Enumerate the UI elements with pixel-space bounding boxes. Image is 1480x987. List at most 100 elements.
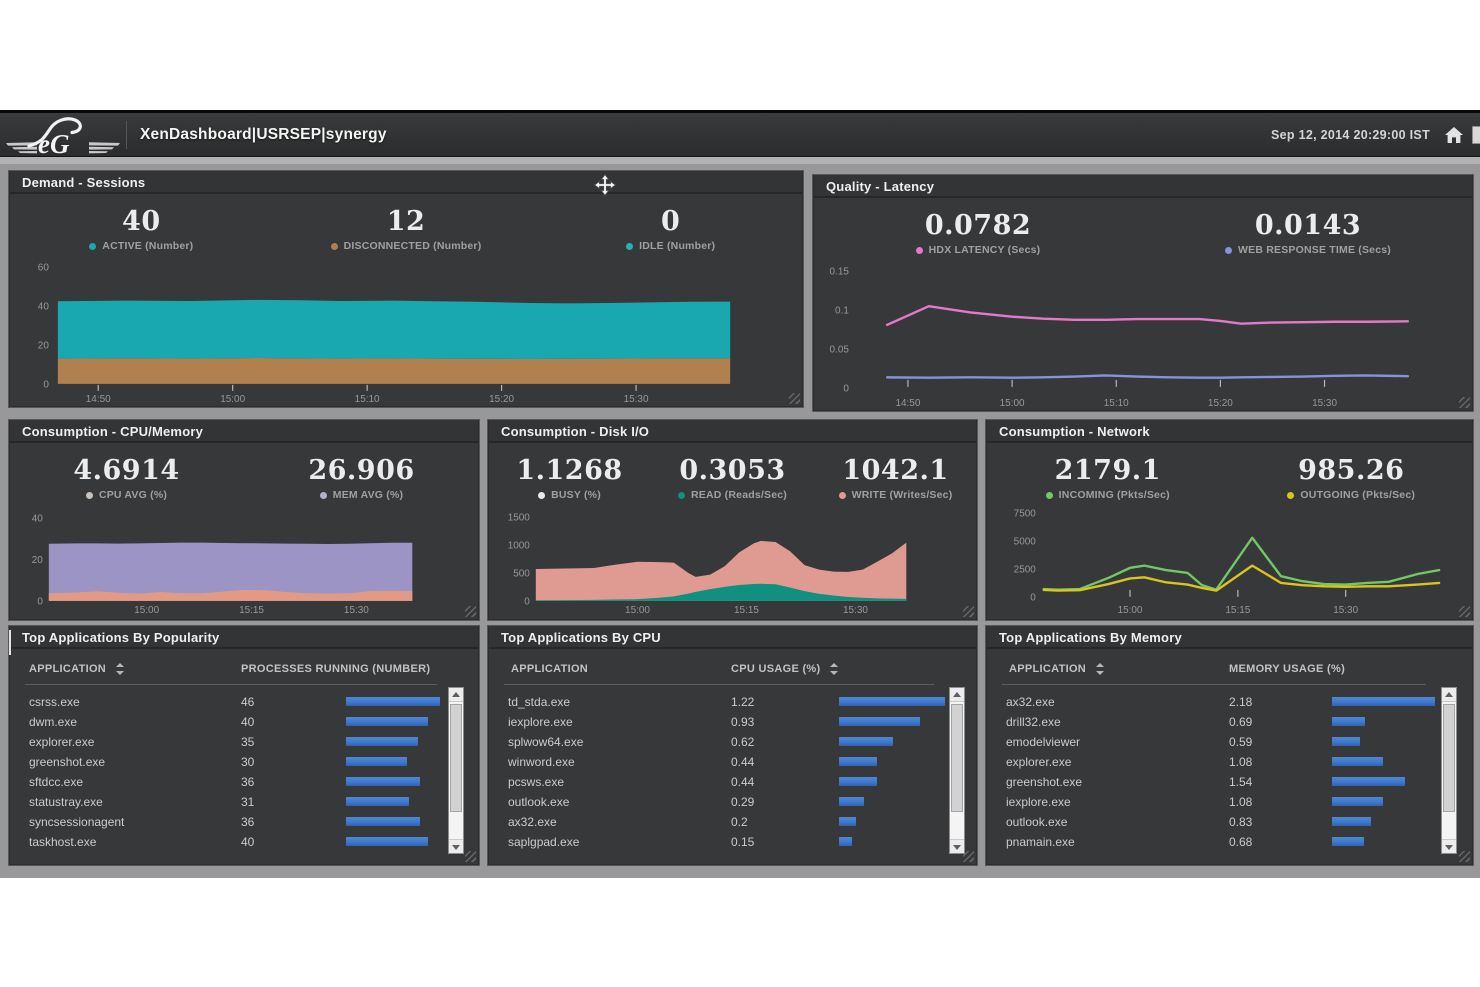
panel-topcpu-header[interactable]: Top Applications By CPU: [489, 626, 976, 649]
column-header-application[interactable]: APPLICATION: [511, 656, 588, 682]
stat-cpu-avg-label: CPU AVG (%): [98, 489, 168, 501]
panel-network-header[interactable]: Consumption - Network: [987, 420, 1472, 443]
topmem-table-head: APPLICATION MEMORY USAGE (%): [986, 656, 1473, 682]
panel-demand-title: Demand - Sessions: [22, 175, 146, 190]
column-header-application-label: APPLICATION: [1009, 663, 1087, 675]
cpu-memory-chart[interactable]: 0 20 40 15:00 15:15 15:30: [9, 504, 479, 622]
resize-grip[interactable]: [963, 851, 974, 862]
panel-disk-header[interactable]: Consumption - Disk I/O: [489, 420, 976, 443]
stat-mem-avg-legend: MEM AVG (%): [319, 489, 404, 501]
panel-quality-header[interactable]: Quality - Latency: [814, 175, 1472, 198]
resize-grip[interactable]: [1459, 606, 1470, 617]
resize-grip[interactable]: [1459, 851, 1470, 862]
svg-text:2500: 2500: [1014, 564, 1037, 575]
stat-active: 40 ACTIVE (Number): [9, 207, 274, 252]
panel-topmem-header[interactable]: Top Applications By Memory: [987, 626, 1472, 649]
resize-grip[interactable]: [465, 851, 476, 862]
svg-text:0: 0: [524, 596, 530, 607]
network-chart[interactable]: 0 2500 5000 7500 15:00 15:15 15:30: [986, 504, 1473, 622]
stat-mem-avg: 26.906 MEM AVG (%): [244, 456, 479, 502]
application-name: drill32.exe: [1006, 715, 1061, 729]
application-value: 1.08: [1229, 755, 1253, 769]
svg-text:15:00: 15:00: [1118, 605, 1143, 616]
svg-text:5000: 5000: [1014, 537, 1037, 548]
panel-demand-header[interactable]: Demand - Sessions: [10, 171, 802, 194]
svg-text:15:20: 15:20: [1208, 398, 1233, 409]
scrollbar-thumb[interactable]: [951, 704, 963, 812]
value-bar: [1332, 757, 1384, 766]
legend-dot-cpu-avg: [85, 491, 93, 499]
scroll-up-icon[interactable]: [950, 688, 964, 702]
svg-text:7500: 7500: [1014, 509, 1037, 520]
application-value: 40: [241, 835, 255, 849]
column-header-memory-usage[interactable]: MEMORY USAGE (%): [1229, 656, 1345, 682]
panel-top-apps-memory: Top Applications By Memory APPLICATION M…: [985, 625, 1474, 866]
value-bar: [1332, 777, 1405, 786]
panel-quality-latency: Quality - Latency 0.0782 HDX LATENCY (Se…: [812, 174, 1474, 412]
resize-grip[interactable]: [465, 606, 476, 617]
application-value: 0.93: [731, 715, 755, 729]
stat-active-label: ACTIVE (Number): [102, 240, 194, 252]
svg-text:15:30: 15:30: [1333, 605, 1358, 616]
scroll-up-icon[interactable]: [449, 688, 463, 702]
resize-grip[interactable]: [963, 606, 974, 617]
value-bar: [839, 757, 878, 766]
legend-dot-outgoing: [1287, 491, 1295, 499]
column-header-application[interactable]: APPLICATION: [29, 656, 125, 682]
table-header-separator: [504, 684, 934, 685]
stat-hdx-legend: HDX LATENCY (Secs): [915, 244, 1041, 256]
scroll-up-icon[interactable]: [1442, 688, 1456, 702]
column-header-application[interactable]: APPLICATION: [1009, 656, 1105, 682]
panel-cpumem-header[interactable]: Consumption - CPU/Memory: [10, 420, 478, 443]
scroll-down-icon[interactable]: [1442, 839, 1456, 853]
demand-sessions-chart[interactable]: 0 20 40 60 14:50 15:00 15:10 15:20 15:30: [9, 259, 803, 409]
value-bar: [1332, 717, 1365, 726]
resize-grip[interactable]: [1459, 397, 1470, 408]
legend-dot-incoming: [1045, 491, 1053, 499]
application-value: 30: [241, 755, 255, 769]
disk-io-chart[interactable]: 0 500 1000 1500 15:00 15:15 15:30: [488, 504, 977, 622]
scrollbar-thumb[interactable]: [1443, 704, 1455, 812]
header-top-border: [0, 110, 1480, 113]
resize-grip[interactable]: [789, 393, 800, 404]
application-value: 40: [241, 715, 255, 729]
stat-mem-avg-label: MEM AVG (%): [332, 489, 404, 501]
svg-text:15:00: 15:00: [1000, 398, 1025, 409]
application-name: ax32.exe: [508, 815, 557, 829]
topcpu-scrollbar[interactable]: [949, 687, 965, 854]
stat-incoming: 2179.1 INCOMING (Pkts/Sec): [986, 456, 1230, 501]
stat-active-value: 40: [122, 206, 161, 237]
column-header-processes-label: PROCESSES RUNNING (NUMBER): [241, 663, 431, 675]
application-name: explorer.exe: [1006, 755, 1072, 769]
application-name: statustray.exe: [29, 795, 103, 809]
column-header-processes-running[interactable]: PROCESSES RUNNING (NUMBER): [241, 656, 430, 682]
topmem-scrollbar[interactable]: [1441, 687, 1457, 854]
quality-latency-chart[interactable]: 0 0.05 0.1 0.15 14:50 15:00 15:10 15:20 15:30: [813, 263, 1473, 413]
svg-text:0: 0: [1030, 592, 1036, 603]
sort-icon[interactable]: [115, 663, 125, 675]
home-icon[interactable]: [1444, 125, 1464, 145]
sort-icon[interactable]: [1095, 663, 1105, 675]
panel-popularity-header[interactable]: Top Applications By Popularity: [10, 626, 478, 649]
application-value: 0.59: [1229, 735, 1253, 749]
svg-text:15:30: 15:30: [624, 394, 649, 405]
column-header-application-label: APPLICATION: [29, 663, 107, 675]
scroll-down-icon[interactable]: [950, 839, 964, 853]
stat-outgoing-label: OUTGOING (Pkts/Sec): [1300, 489, 1416, 501]
application-value: 0.68: [1229, 835, 1253, 849]
application-name: taskhost.exe: [29, 835, 97, 849]
popularity-table-head: APPLICATION PROCESSES RUNNING (NUMBER): [9, 656, 479, 682]
value-bar: [346, 817, 420, 826]
page-icon[interactable]: [1472, 126, 1480, 144]
stat-disconnected: 12 DISCONNECTED (Number): [274, 207, 539, 252]
scrollbar-thumb[interactable]: [450, 704, 462, 812]
svg-text:0: 0: [843, 383, 849, 394]
popularity-scrollbar[interactable]: [448, 687, 464, 854]
scroll-down-icon[interactable]: [449, 839, 463, 853]
eg-logo[interactable]: eG: [4, 114, 122, 156]
stat-outgoing: 985.26 OUTGOING (Pkts/Sec): [1230, 456, 1474, 501]
column-header-cpu-usage[interactable]: CPU USAGE (%): [731, 656, 839, 682]
sort-icon[interactable]: [829, 663, 839, 675]
stat-cpu-avg: 4.6914 CPU AVG (%): [9, 456, 244, 502]
